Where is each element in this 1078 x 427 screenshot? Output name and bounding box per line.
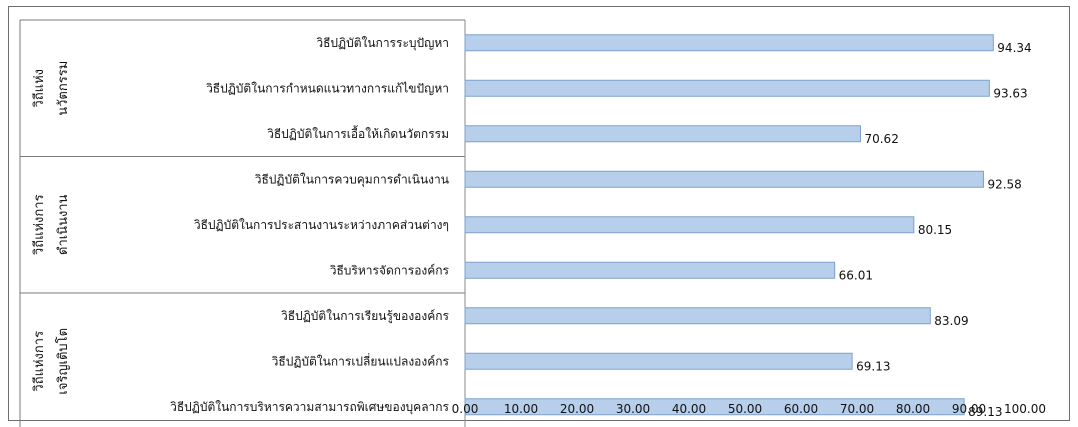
x-tick-label: 90.00 xyxy=(952,402,986,416)
category-label: วิธีปฏิบัติในการระบุปัญหา xyxy=(316,36,449,51)
data-label: 66.01 xyxy=(839,268,873,282)
bar xyxy=(464,170,984,188)
category-label: วิธีปฏิบัติในการเรียนรู้ขององค์กร xyxy=(281,309,450,324)
group-label: วิถีแห่ง นวัตกรรม xyxy=(31,61,71,116)
category-label: วิธีปฏิบัติในการประสานงานระหว่างภาคส่วนต… xyxy=(194,218,449,232)
x-tick-label: 100.00 xyxy=(1004,402,1046,416)
x-tick-label: 80.00 xyxy=(896,402,930,416)
x-tick-label: 0.00 xyxy=(452,402,479,416)
data-label: 70.62 xyxy=(864,132,898,146)
data-label: 80.15 xyxy=(918,223,952,237)
group-label: วิถีแห่งการ เจริญเติบโต xyxy=(31,328,71,395)
x-tick-label: 20.00 xyxy=(560,402,594,416)
bar xyxy=(464,216,915,234)
bar xyxy=(464,79,990,97)
category-label: วิธีปฏิบัติในการเปลี่ยนแปลงองค์กร xyxy=(271,352,449,368)
x-tick-label: 50.00 xyxy=(728,402,762,416)
bar xyxy=(464,398,965,416)
category-label: วิธีปฏิบัติในการเอื้อให้เกิดนวัตกรรม xyxy=(267,125,449,141)
data-label: 94.34 xyxy=(997,41,1031,55)
data-label: 69.13 xyxy=(856,359,890,373)
bar xyxy=(464,125,861,143)
x-tick-label: 30.00 xyxy=(616,402,650,416)
data-label: 92.58 xyxy=(987,177,1021,191)
category-label: วิธีปฏิบัติในการกำหนดแนวทางการแก้ไขปัญหา xyxy=(206,81,449,95)
bar xyxy=(464,307,931,325)
category-label: วิธีบริหารจัดการองค์กร xyxy=(329,263,449,277)
x-tick-label: 10.00 xyxy=(504,402,538,416)
x-tick-label: 40.00 xyxy=(672,402,706,416)
bar xyxy=(464,261,836,279)
x-tick-label: 60.00 xyxy=(784,402,818,416)
bar xyxy=(464,352,853,370)
group-label: วิถีแห่งการ ดำเนินงาน xyxy=(31,194,71,255)
data-label: 89.13 xyxy=(968,405,1002,419)
category-label: วิธีปฏิบัติในการควบคุมการดำเนินงาน xyxy=(254,172,449,187)
x-tick-label: 70.00 xyxy=(840,402,874,416)
data-label: 93.63 xyxy=(993,86,1027,100)
category-label: วิธีปฏิบัติในการบริหารความสามารถพิเศษของ… xyxy=(170,400,450,415)
chart-frame xyxy=(8,6,1070,421)
bar xyxy=(464,34,994,52)
data-label: 83.09 xyxy=(934,314,968,328)
